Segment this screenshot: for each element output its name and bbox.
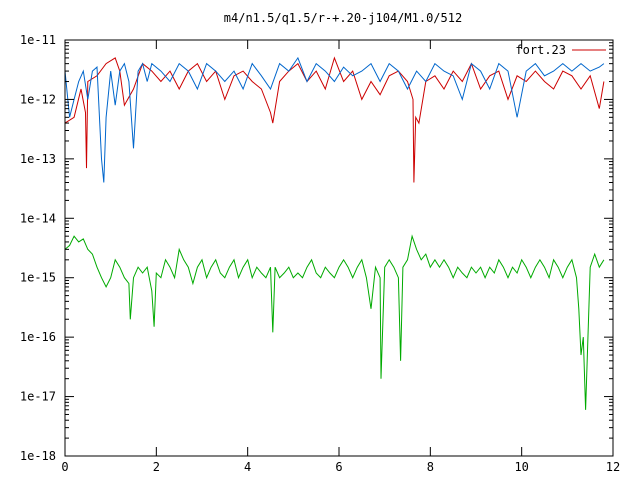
y-tick-label: 1e-11 — [20, 33, 56, 47]
plot-frame — [64, 39, 614, 457]
legend-label: fort.23 — [515, 43, 566, 57]
x-tick-label: 8 — [427, 460, 434, 474]
axes-group: 1e-18 1e-17 1e-16 1e-15 1e-14 1e-13 1e-12 1e-11… — [20, 33, 620, 474]
series-group — [64, 56, 605, 410]
y-tick-label: 1e-12 — [20, 92, 56, 106]
legend: fort.23 — [515, 43, 606, 57]
y-tick-label: 1e-18 — [20, 449, 56, 463]
y-tick-label: 1e-14 — [20, 211, 56, 225]
y-tick-label: 1e-15 — [20, 271, 56, 285]
series-line-2 — [64, 56, 605, 183]
y-tick-label: 1e-13 — [20, 152, 56, 166]
x-tick-label: 0 — [61, 460, 68, 474]
chart-title: m4/n1.5/q1.5/r-+.20-j104/M1.0/512 — [224, 11, 462, 25]
x-tick-label: 2 — [153, 460, 160, 474]
x-tick-label: 4 — [244, 460, 251, 474]
y-tick-label: 1e-16 — [20, 330, 56, 344]
series-line-3 — [64, 234, 605, 410]
x-tick-label: 12 — [606, 460, 620, 474]
x-tick-label: 10 — [514, 460, 528, 474]
series-line-1 — [64, 56, 605, 183]
x-tick-label: 6 — [335, 460, 342, 474]
y-tick-label: 1e-17 — [20, 390, 56, 404]
